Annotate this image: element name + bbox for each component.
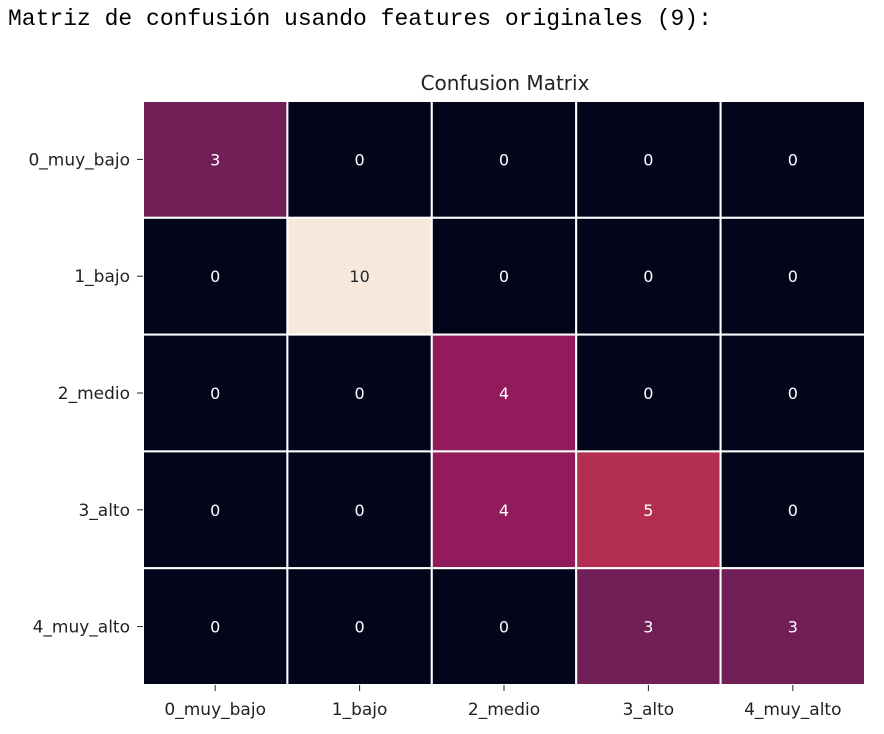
heatmap-cell-value: 0	[643, 150, 653, 169]
heatmap-cell-value: 3	[643, 618, 653, 637]
heatmap-cell	[575, 100, 722, 219]
x-tick-label: 0_muy_bajo	[164, 700, 266, 720]
heatmap-cell-value: 0	[788, 384, 798, 403]
y-tick-label: 1_bajo	[74, 267, 130, 287]
heatmap-cell	[575, 216, 722, 336]
x-tick-label: 1_bajo	[332, 700, 388, 720]
x-tick-label: 2_medio	[468, 700, 540, 720]
x-axis-tick-labels: 0_muy_bajo 1_bajo 2_medio 3_alto 4_muy_alto	[164, 685, 842, 720]
heatmap-cell	[142, 333, 289, 453]
y-tick-label: 0_muy_bajo	[28, 150, 130, 170]
heatmap-cell-value: 0	[643, 267, 653, 286]
heatmap-cell-value: 0	[788, 501, 798, 520]
heatmap-cell-value: 0	[210, 384, 220, 403]
heatmap-cell-value: 10	[349, 267, 369, 286]
heatmap-cell-value: 0	[355, 501, 365, 520]
heatmap-cells: 3 0 0 0 0 0 10 0 0 0 0 0 4 0 0 0 0 4 5 0 0 0 0 3 3	[142, 100, 866, 687]
heatmap-cell	[430, 216, 578, 336]
x-tick-label: 3_alto	[623, 700, 675, 720]
heatmap-cell-value: 0	[788, 150, 798, 169]
heatmap-cell	[575, 333, 722, 453]
heatmap-cell-value: 4	[499, 501, 509, 520]
heatmap-cell-value: 0	[355, 150, 365, 169]
heatmap-cell	[286, 450, 433, 570]
heatmap-cell-value: 0	[355, 384, 365, 403]
heatmap-cell-value: 0	[355, 618, 365, 637]
heatmap-cell	[286, 567, 433, 687]
y-tick-label: 4_muy_alto	[33, 618, 130, 638]
heatmap-cell-value: 0	[643, 384, 653, 403]
heatmap-cell	[719, 450, 866, 570]
y-tick-label: 2_medio	[58, 384, 130, 404]
cell-output-text: Matriz de confusión usando features orig…	[8, 6, 712, 32]
heatmap-cell-value: 4	[499, 384, 509, 403]
heatmap-cell-value: 0	[210, 618, 220, 637]
heatmap-cell	[575, 567, 722, 687]
heatmap-cell	[719, 333, 866, 453]
heatmap-cell	[430, 567, 578, 687]
y-axis-tick-labels: 0_muy_bajo 1_bajo 2_medio 3_alto 4_muy_alto	[28, 150, 143, 638]
heatmap-cell-value: 0	[210, 501, 220, 520]
heatmap-cell	[719, 100, 866, 219]
heatmap-cell-value: 0	[499, 618, 509, 637]
heatmap-cell	[286, 333, 433, 453]
x-tick-label: 4_muy_alto	[744, 700, 841, 720]
heatmap-cell-value: 0	[788, 267, 798, 286]
heatmap-cell-value: 3	[210, 150, 220, 169]
heatmap-cell-value: 3	[788, 618, 798, 637]
y-tick-label: 3_alto	[78, 501, 130, 521]
heatmap-cell-value: 0	[499, 150, 509, 169]
heatmap-cell-value: 0	[499, 267, 509, 286]
heatmap-cell	[430, 333, 578, 453]
heatmap-cell	[430, 450, 578, 570]
heatmap-cell	[142, 450, 289, 570]
heatmap-cell-value: 0	[210, 267, 220, 286]
heatmap-cell-value: 5	[643, 501, 653, 520]
chart-title: Confusion Matrix	[421, 71, 590, 95]
heatmap-cell	[430, 100, 578, 219]
